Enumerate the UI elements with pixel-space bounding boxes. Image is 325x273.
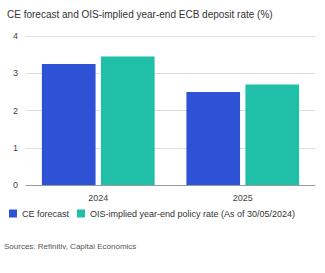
svg-text:0: 0	[13, 180, 18, 190]
svg-text:Sources: Refinitiv, Capital Ec: Sources: Refinitiv, Capital Economics	[4, 242, 136, 251]
svg-text:CE forecast and OIS-implied ye: CE forecast and OIS-implied year-end ECB…	[7, 9, 273, 20]
svg-text:3: 3	[13, 68, 18, 78]
svg-text:2: 2	[13, 106, 18, 116]
svg-text:CE forecast: CE forecast	[22, 209, 70, 219]
svg-text:OIS-implied year-end policy ra: OIS-implied year-end policy rate (As of …	[90, 209, 295, 219]
svg-text:2025: 2025	[233, 193, 253, 203]
svg-text:4: 4	[13, 31, 18, 41]
svg-text:2024: 2024	[88, 193, 108, 203]
svg-text:1: 1	[13, 143, 18, 153]
